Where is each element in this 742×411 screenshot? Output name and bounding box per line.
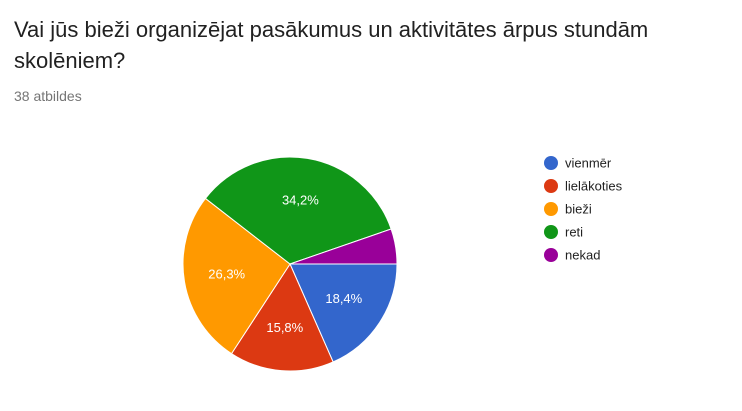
legend-swatch-1 [544,156,558,170]
pie-slice-5 [289,228,398,265]
legend-label-2: lielākoties [565,179,623,194]
legend-swatch-4 [544,225,558,239]
slice-label-1: 18,4% [325,291,362,306]
legend-swatch-3 [544,202,558,216]
legend-label-5: nekad [565,248,600,263]
slice-label-2: 15,8% [266,320,303,335]
pie-slice-4 [204,156,392,265]
legend-swatch-5 [544,248,558,262]
response-count: 38 atbildes [14,88,82,104]
slice-label-3: 26,3% [208,267,245,282]
chart-title: Vai jūs bieži organizējat pasākumus un a… [14,17,649,73]
pie-slice-2 [230,262,334,372]
legend-label-4: reti [565,225,583,240]
legend-swatch-2 [544,179,558,193]
legend-label-1: vienmēr [565,156,612,171]
slice-label-4: 34,2% [282,193,319,208]
pie-slice-1 [289,263,398,363]
legend-label-3: bieži [565,202,592,217]
pie-slice-3 [182,197,291,355]
